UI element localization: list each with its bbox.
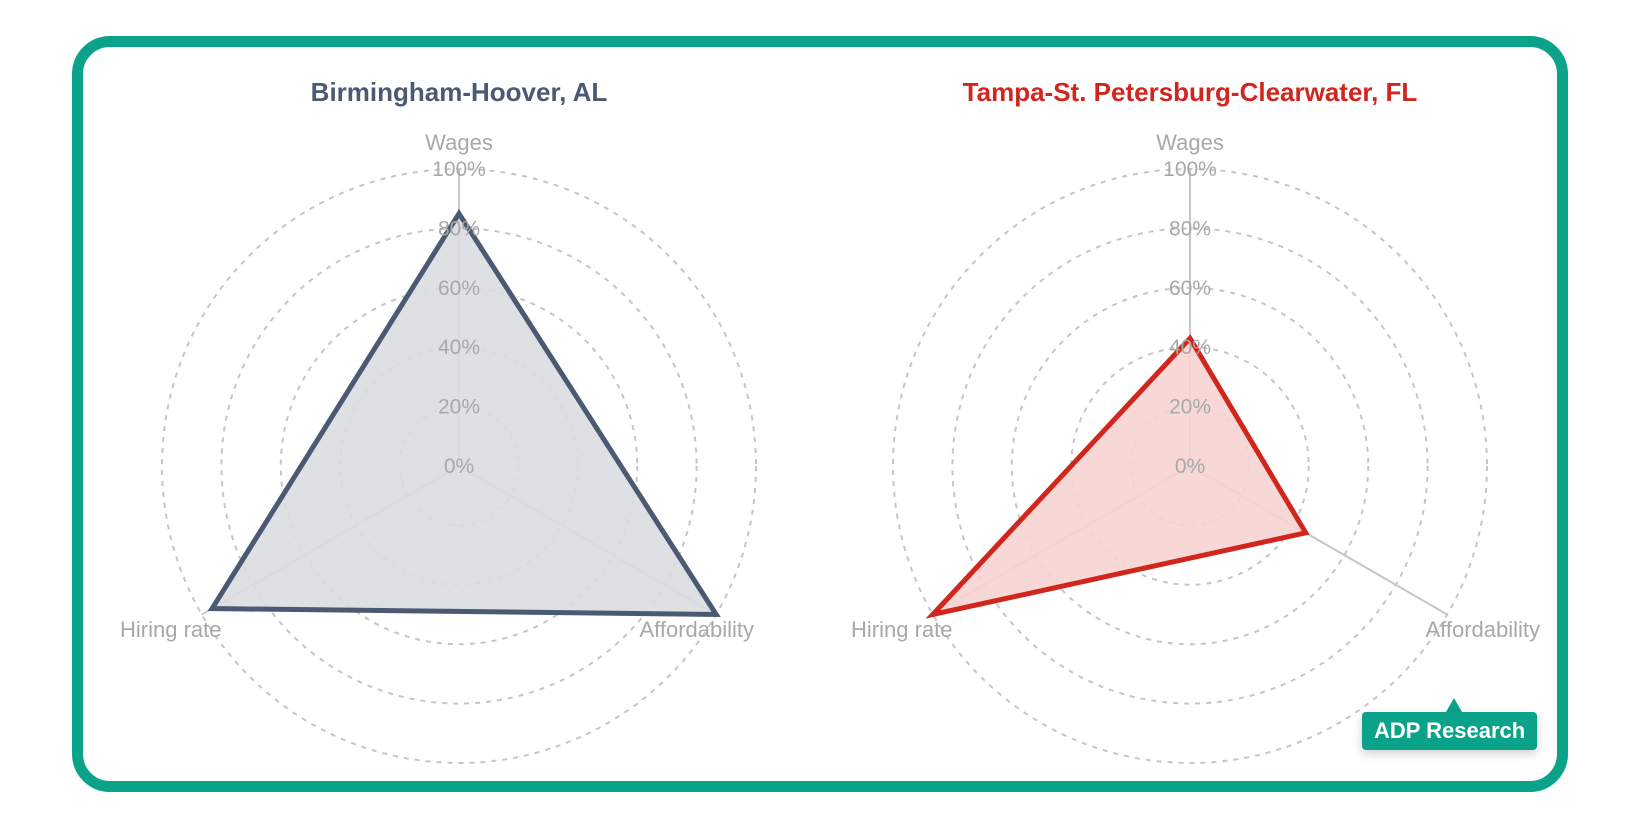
axis-label: Hiring rate bbox=[120, 617, 221, 642]
chart-title: Tampa-St. Petersburg-Clearwater, FL bbox=[963, 77, 1418, 107]
tick-label: 20% bbox=[438, 396, 480, 419]
badge-notch bbox=[1446, 698, 1462, 712]
grid-circle bbox=[220, 227, 698, 705]
axis-label: Wages bbox=[1156, 130, 1224, 155]
axis-label: Wages bbox=[425, 130, 493, 155]
chart-title: Birmingham-Hoover, AL bbox=[311, 77, 608, 107]
radar-panel-birmingham: Birmingham-Hoover, AL 0% 20% 40% 60% 80% 100%… bbox=[120, 77, 757, 764]
series-polygon bbox=[207, 208, 721, 618]
axis-label: Affordability bbox=[1425, 617, 1540, 642]
series-polygon bbox=[925, 334, 1310, 619]
tick-label: 100% bbox=[1163, 158, 1217, 181]
tick-label: 60% bbox=[1169, 277, 1211, 300]
tick-label: 0% bbox=[1175, 455, 1205, 478]
axis-label: Hiring rate bbox=[851, 617, 952, 642]
tick-label: 20% bbox=[1169, 396, 1211, 419]
tick-label: 0% bbox=[444, 455, 474, 478]
adp-research-badge: ADP Research bbox=[1362, 712, 1538, 750]
tick-label: 40% bbox=[1169, 336, 1211, 359]
tick-label: 100% bbox=[432, 158, 486, 181]
axis-label: Affordability bbox=[639, 617, 754, 642]
chart-frame bbox=[72, 36, 1568, 792]
tick-label: 80% bbox=[1169, 217, 1211, 240]
grid-circle bbox=[1070, 346, 1310, 586]
radar-panel-tampa: Tampa-St. Petersburg-Clearwater, FL 0% 20… bbox=[851, 77, 1540, 764]
tick-label: 60% bbox=[438, 277, 480, 300]
tick-label: 40% bbox=[438, 336, 480, 359]
tick-label: 80% bbox=[438, 217, 480, 240]
